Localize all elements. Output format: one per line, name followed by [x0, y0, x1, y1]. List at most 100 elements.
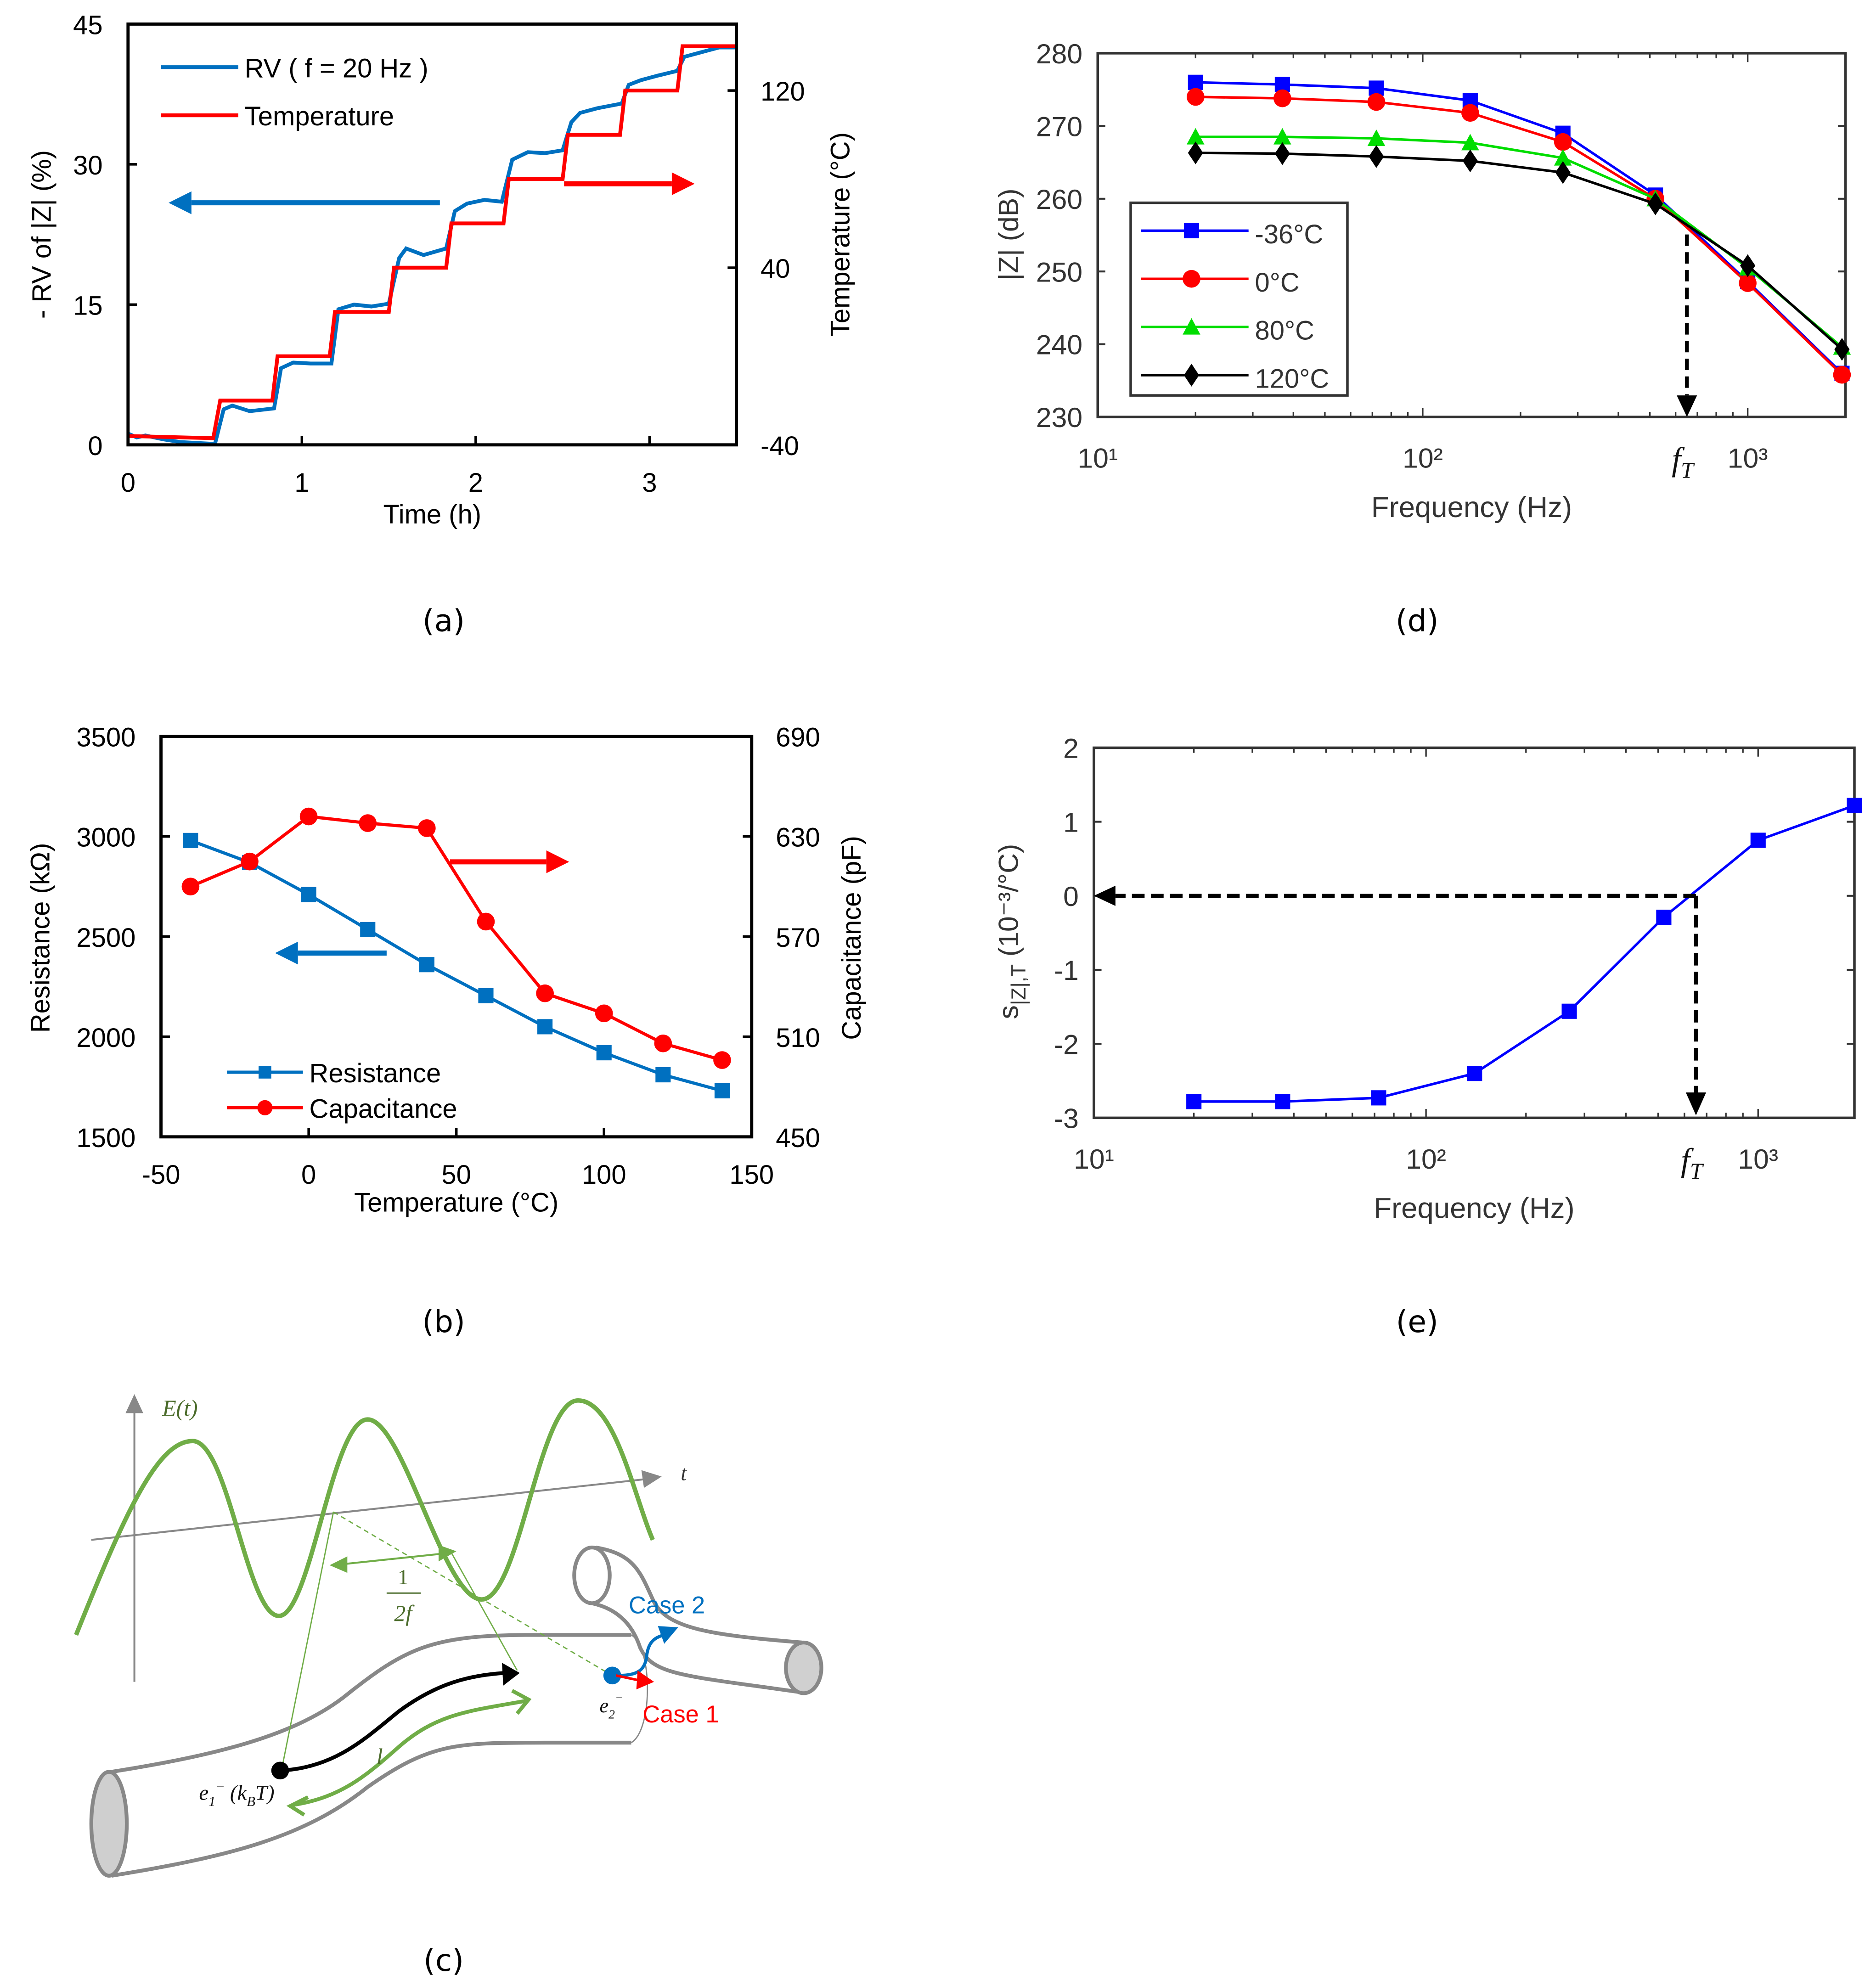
- series-1-point: [1833, 366, 1851, 384]
- y-tick-label: 30: [73, 151, 102, 180]
- resistance-point: [360, 922, 376, 937]
- series-3-point: [1274, 142, 1290, 165]
- x-axis-title: Time (h): [383, 500, 481, 529]
- series-0-line: [1194, 804, 1855, 1103]
- x-tick-label: -50: [142, 1160, 180, 1190]
- x-tick-label: 3: [642, 468, 657, 498]
- diagram-c: E(t) t 1 2f l e1− (kBT) e2− Case 2 Case 1: [74, 1394, 823, 1878]
- y-right-tick-label: 40: [761, 254, 790, 284]
- series-0-point: [1561, 1003, 1577, 1019]
- legend-marker: [1183, 223, 1200, 238]
- electron-1: [271, 1761, 289, 1780]
- series-1-line: [1195, 96, 1843, 376]
- y-tick-label: 240: [1036, 329, 1082, 360]
- temperature-series-line: [128, 44, 737, 440]
- projection-line-1: [281, 1512, 334, 1771]
- half-period-arrow: [344, 1553, 441, 1565]
- ft-annotation-label: fT: [1681, 1142, 1704, 1184]
- resistance-point: [478, 988, 494, 1003]
- y-tick-label: -2: [1054, 1029, 1079, 1060]
- ft-subscript: T: [1681, 458, 1695, 483]
- main-tube-left-end: [89, 1770, 129, 1878]
- legend-label: Capacitance: [310, 1094, 457, 1124]
- capacitance-point: [359, 814, 377, 832]
- capacitance-point: [654, 1034, 672, 1052]
- y-tick-label: 2: [1063, 733, 1079, 764]
- caption-b: (b): [422, 1304, 465, 1339]
- x-axis-title: Temperature (°C): [354, 1188, 558, 1218]
- legend-label: Temperature: [245, 102, 394, 131]
- y-right-tick-label: 450: [776, 1124, 820, 1153]
- legend-marker: [259, 1066, 271, 1079]
- y-title-subscript: |Z|,T: [1008, 964, 1030, 1005]
- series-0-point: [1186, 1094, 1202, 1109]
- drift-path: [280, 1671, 505, 1772]
- y-tick-label: -3: [1054, 1103, 1079, 1134]
- x-tick-label: 10²: [1406, 1143, 1446, 1175]
- y-tick-label: 15: [73, 291, 102, 321]
- y-tick-label: -1: [1054, 955, 1079, 986]
- capacitance-point: [713, 1051, 731, 1069]
- drift-arrowhead: [502, 1663, 520, 1686]
- series-2-point: [1273, 128, 1291, 145]
- series-2-point: [1186, 128, 1205, 145]
- resistance-point: [537, 1019, 553, 1035]
- series-1-point: [1367, 93, 1386, 111]
- y-right-tick-label: 570: [776, 923, 820, 953]
- capacitance-point: [241, 852, 259, 871]
- legend-label: Resistance: [310, 1059, 441, 1088]
- ft-annotation-label: fT: [1672, 441, 1695, 483]
- series-3-point: [1369, 145, 1384, 168]
- legend-marker: [1183, 318, 1200, 335]
- y-right-tick-label: 690: [776, 723, 820, 753]
- plot-frame: [126, 22, 738, 447]
- electron-1-label: e1− (kBT): [199, 1778, 274, 1809]
- series-0-point: [1656, 909, 1672, 925]
- resistance-point: [596, 1045, 612, 1061]
- y-right-tick-label: -40: [761, 432, 799, 461]
- capacitance-point: [299, 807, 318, 826]
- ft-subscript: T: [1690, 1159, 1704, 1184]
- half-period-arrowhead-right: [439, 1545, 456, 1562]
- x-tick-label: 1: [294, 468, 309, 498]
- caption-a: (a): [423, 603, 465, 639]
- y-tick-label: 270: [1036, 111, 1082, 142]
- x-tick-label: 0: [121, 468, 135, 498]
- y-axis-title: |Z| (dB): [992, 189, 1024, 281]
- rv-series-line: [127, 45, 737, 446]
- legend-marker: [1183, 270, 1200, 288]
- y-tick-label: 2000: [76, 1024, 135, 1053]
- y-right-axis-title: Capacitance (pF): [837, 836, 867, 1040]
- chart-b: -50 0 50 100 150 1500 2000 2500 3000 3500 450 510 57…: [26, 723, 867, 1218]
- series-1-point: [1461, 104, 1479, 122]
- t-axis-label: t: [681, 1462, 687, 1485]
- x-tick-label: 10¹: [1077, 442, 1118, 473]
- left-axis-arrow-head: [275, 941, 298, 965]
- series-0-line: [1195, 81, 1843, 374]
- legend-label: -36°C: [1255, 220, 1324, 249]
- series-2-point: [1554, 149, 1572, 166]
- y-tick-label: 3500: [76, 723, 135, 753]
- left-axis-arrow-head: [169, 191, 192, 214]
- series-3-point: [1648, 192, 1663, 215]
- y-tick-label: 45: [73, 11, 102, 40]
- y-axis-title: Resistance (kΩ): [26, 843, 56, 1033]
- legend-label: RV ( f = 20 Hz ): [245, 54, 428, 83]
- resistance-point: [183, 833, 198, 848]
- oscillation-arrowhead-left: [286, 1795, 309, 1817]
- series-0-point: [1371, 1090, 1386, 1106]
- x-tick-label: 50: [441, 1160, 471, 1190]
- y-right-tick-label: 510: [776, 1024, 820, 1053]
- main-tube-bottom-edge: [111, 1740, 631, 1878]
- y-axis-title: - RV of |Z| (%): [27, 150, 56, 319]
- legend-marker: [257, 1100, 273, 1115]
- case2-path: [616, 1633, 665, 1677]
- case1-arrowhead: [636, 1670, 654, 1690]
- x-tick-label: 150: [729, 1160, 774, 1190]
- chart-d: 10¹ 10² 10³ 230 240 250 260 270 280 Frequency (Hz…: [992, 38, 1851, 523]
- case1-path: [615, 1674, 641, 1682]
- y-tick-label: 3000: [76, 823, 135, 853]
- caption-e: (e): [1396, 1304, 1438, 1339]
